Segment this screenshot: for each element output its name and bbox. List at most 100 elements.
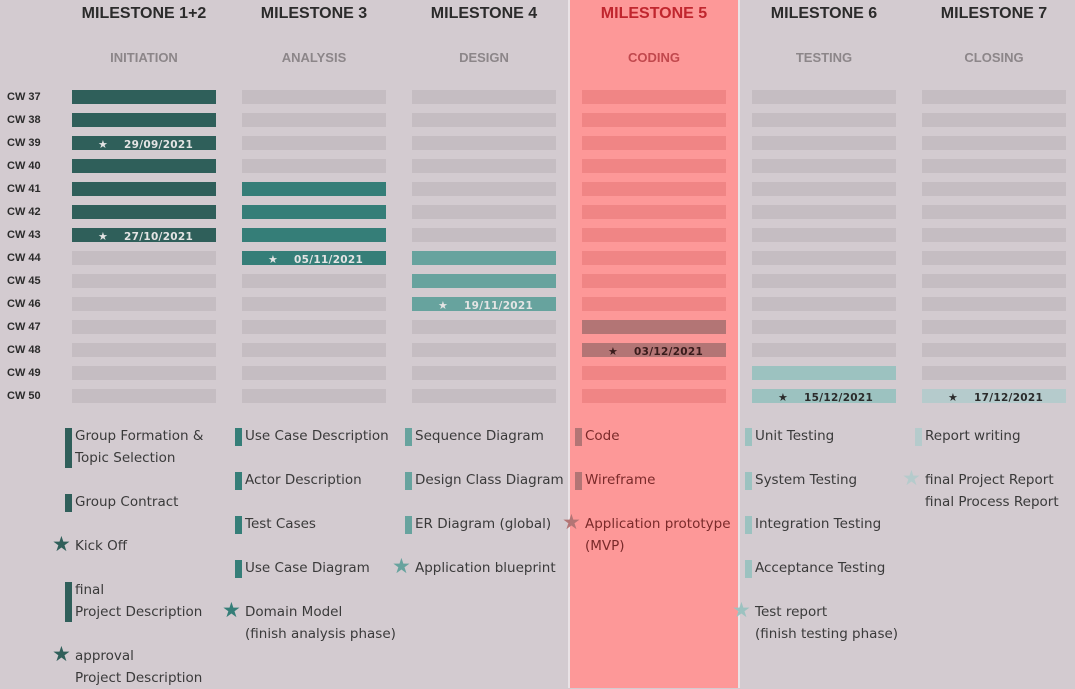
empty-week-cell bbox=[242, 159, 386, 173]
gantt-bar bbox=[72, 182, 216, 196]
deliverable-label: (finish analysis phase) bbox=[245, 626, 396, 642]
deliverable-item: System Testing bbox=[745, 469, 858, 491]
deliverable-label: Code bbox=[585, 428, 620, 444]
milestone-date-marker: ★ 03/12/2021 bbox=[582, 345, 726, 359]
deliverable-item: ★ Application blueprint bbox=[392, 555, 556, 579]
deliverable-marker bbox=[745, 516, 752, 534]
empty-week-cell bbox=[922, 113, 1066, 127]
milestone-date-marker: ★ 17/12/2021 bbox=[922, 391, 1066, 405]
deliverable-item: ★ Kick Off bbox=[52, 533, 128, 557]
week-label: CW 43 bbox=[7, 229, 41, 241]
deliverable-label: final bbox=[75, 582, 105, 598]
week-label: CW 42 bbox=[7, 206, 41, 218]
empty-week-cell bbox=[922, 297, 1066, 311]
phase-label: CODING bbox=[628, 50, 680, 65]
deliverable-label: Domain Model bbox=[245, 604, 343, 620]
empty-week-cell bbox=[582, 136, 726, 150]
deliverable-label: Kick Off bbox=[75, 538, 128, 554]
star-icon: ★ bbox=[778, 391, 789, 404]
week-label: CW 48 bbox=[7, 344, 41, 356]
empty-week-cell bbox=[582, 228, 726, 242]
empty-week-cell bbox=[752, 228, 896, 242]
gantt-bar bbox=[242, 205, 386, 219]
deliverable-item: Test Cases bbox=[235, 513, 316, 535]
deliverable-marker bbox=[235, 428, 242, 446]
empty-week-cell bbox=[752, 274, 896, 288]
deliverable-label: final Project Report bbox=[925, 472, 1054, 488]
gantt-bar bbox=[922, 389, 1066, 403]
empty-week-cell bbox=[412, 389, 556, 403]
week-label: CW 47 bbox=[7, 321, 41, 333]
milestone-date: 05/11/2021 bbox=[294, 254, 364, 266]
deliverable-item: ★ Domain Model (finish analysis phase) bbox=[222, 599, 396, 645]
deliverable-item: ★ approval Project Description bbox=[52, 643, 203, 689]
deliverable-item: ★ Test report (finish testing phase) bbox=[732, 599, 898, 645]
empty-week-cell bbox=[582, 274, 726, 288]
empty-week-cell bbox=[582, 297, 726, 311]
empty-week-cell bbox=[412, 320, 556, 334]
deliverable-label: System Testing bbox=[755, 472, 858, 488]
empty-week-cell bbox=[752, 320, 896, 334]
star-icon: ★ bbox=[392, 554, 411, 578]
deliverable-item: final Project Description bbox=[65, 579, 202, 623]
empty-week-cell bbox=[922, 182, 1066, 196]
empty-week-cell bbox=[922, 320, 1066, 334]
coding-column-right-border bbox=[738, 0, 740, 688]
deliverable-marker bbox=[235, 472, 242, 490]
deliverable-marker bbox=[745, 428, 752, 446]
week-label: CW 40 bbox=[7, 160, 41, 172]
deliverable-marker bbox=[65, 494, 72, 512]
phase-label: TESTING bbox=[795, 50, 853, 65]
empty-week-cell bbox=[922, 366, 1066, 380]
star-icon: ★ bbox=[562, 510, 581, 534]
deliverable-label: Test report bbox=[755, 604, 828, 620]
deliverable-item: Actor Description bbox=[235, 469, 362, 491]
milestone-date: 03/12/2021 bbox=[634, 346, 704, 358]
deliverable-label: Unit Testing bbox=[755, 428, 835, 444]
empty-week-cell bbox=[242, 343, 386, 357]
deliverable-label: Use Case Diagram bbox=[245, 560, 370, 576]
deliverable-label: Project Description bbox=[75, 670, 203, 686]
empty-week-cell bbox=[582, 159, 726, 173]
deliverable-marker bbox=[65, 582, 72, 622]
gantt-bar bbox=[242, 228, 386, 242]
star-icon: ★ bbox=[268, 253, 279, 266]
deliverable-label: Report writing bbox=[925, 428, 1021, 444]
milestone-title: MILESTONE 4 bbox=[430, 5, 538, 22]
empty-week-cell bbox=[922, 274, 1066, 288]
empty-week-cell bbox=[752, 136, 896, 150]
deliverable-label: Actor Description bbox=[245, 472, 362, 488]
empty-week-cell bbox=[412, 366, 556, 380]
deliverable-label: Wireframe bbox=[585, 472, 656, 488]
milestone-title: MILESTONE 1+2 bbox=[81, 5, 207, 22]
empty-week-cell bbox=[922, 136, 1066, 150]
milestone-date-marker: ★ 15/12/2021 bbox=[752, 391, 896, 405]
empty-week-cell bbox=[412, 343, 556, 357]
week-label: CW 46 bbox=[7, 298, 41, 310]
gantt-bar bbox=[752, 366, 896, 380]
deliverable-item: Integration Testing bbox=[745, 513, 881, 535]
deliverable-marker bbox=[405, 516, 412, 534]
empty-week-cell bbox=[922, 228, 1066, 242]
empty-week-cell bbox=[242, 389, 386, 403]
deliverable-label: approval bbox=[75, 648, 134, 664]
deliverable-label: Group Formation & bbox=[75, 428, 204, 444]
empty-week-cell bbox=[412, 90, 556, 104]
empty-week-cell bbox=[582, 251, 726, 265]
empty-week-cell bbox=[752, 343, 896, 357]
deliverable-marker bbox=[235, 560, 242, 578]
empty-week-cell bbox=[72, 297, 216, 311]
coding-column-left-border bbox=[568, 0, 570, 688]
deliverable-marker bbox=[405, 472, 412, 490]
deliverable-item: ★ Application prototype (MVP) bbox=[562, 511, 731, 557]
milestone-date: 27/10/2021 bbox=[124, 231, 194, 243]
week-label: CW 38 bbox=[7, 114, 41, 126]
deliverable-item: Use Case Diagram bbox=[235, 557, 370, 579]
gantt-bar bbox=[72, 228, 216, 242]
deliverable-item: ER Diagram (global) bbox=[405, 513, 551, 535]
empty-week-cell bbox=[922, 90, 1066, 104]
empty-week-cell bbox=[412, 205, 556, 219]
empty-week-cell bbox=[582, 205, 726, 219]
empty-week-cell bbox=[582, 113, 726, 127]
empty-week-cell bbox=[752, 297, 896, 311]
